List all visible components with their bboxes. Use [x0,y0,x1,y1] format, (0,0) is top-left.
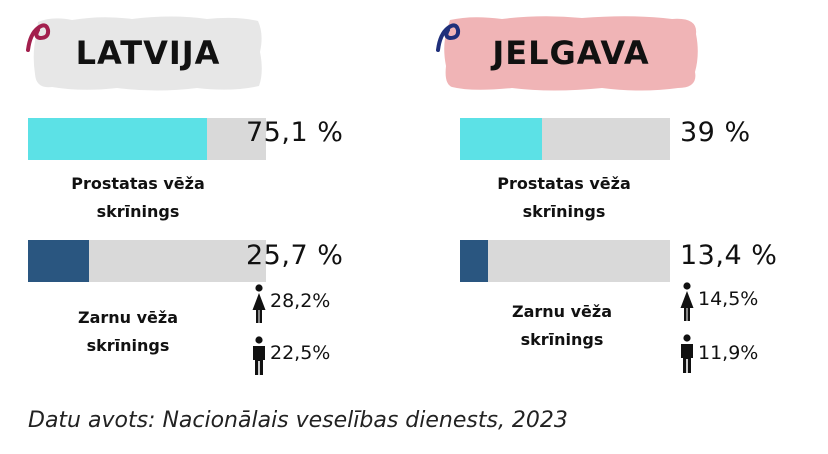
title-badge-latvija: LATVIJA [32,14,264,92]
colon-value: 13,4 % [680,240,778,271]
prostate-bar-fill [460,118,542,160]
prostate-bar-fill [28,118,207,160]
panel-latvija: LATVIJA 75,1 % Prostatas vēža skrīnings … [0,0,414,400]
colon-label-line2: skrīnings [86,336,170,355]
prostate-bar-track [28,118,266,160]
colon-label: Zarnu vēža skrīnings [10,304,246,360]
colon-bar-track [28,240,266,282]
colon-bar-fill [460,240,489,282]
prostate-label-line1: Prostatas vēža [71,174,205,193]
colon-label-line2: skrīnings [520,330,604,349]
prostate-bar-track [460,118,670,160]
male-value: 11,9% [698,342,759,364]
male-row: 22,5% [250,336,360,376]
panel-title: JELGAVA [492,34,650,72]
female-value: 28,2% [270,290,331,312]
male-row: 11,9% [678,334,788,374]
data-source-note: Datu avots: Nacionālais veselības dienes… [28,408,568,433]
male-icon [681,334,693,373]
colon-label: Zarnu vēža skrīnings [444,298,680,354]
prostate-value: 39 % [680,117,751,148]
prostate-value: 75,1 % [246,117,344,148]
panel-title: LATVIJA [75,34,221,72]
colon-label-line1: Zarnu vēža [77,308,179,327]
swirl-icon [26,23,51,52]
male-value: 22,5% [270,342,331,364]
female-row: 28,2% [250,284,360,324]
prostate-label-line2: skrīnings [96,202,180,221]
female-value: 14,5% [698,288,759,310]
male-icon [253,336,265,375]
colon-bar-track [460,240,670,282]
prostate-label-line1: Prostatas vēža [497,174,631,193]
panel-jelgava: JELGAVA 39 % Prostatas vēža skrīnings 13… [414,0,828,400]
colon-value: 25,7 % [246,240,344,271]
colon-bar-fill [28,240,90,282]
female-row: 14,5% [678,282,788,322]
prostate-label: Prostatas vēža skrīnings [446,170,682,226]
title-badge-jelgava: JELGAVA [442,14,700,92]
female-icon [680,282,694,321]
swirl-icon [436,23,461,52]
female-icon [252,284,266,323]
title-background [444,16,698,91]
prostate-label: Prostatas vēža skrīnings [20,170,256,226]
title-background [33,16,262,91]
prostate-label-line2: skrīnings [522,202,606,221]
colon-label-line1: Zarnu vēža [511,302,613,321]
